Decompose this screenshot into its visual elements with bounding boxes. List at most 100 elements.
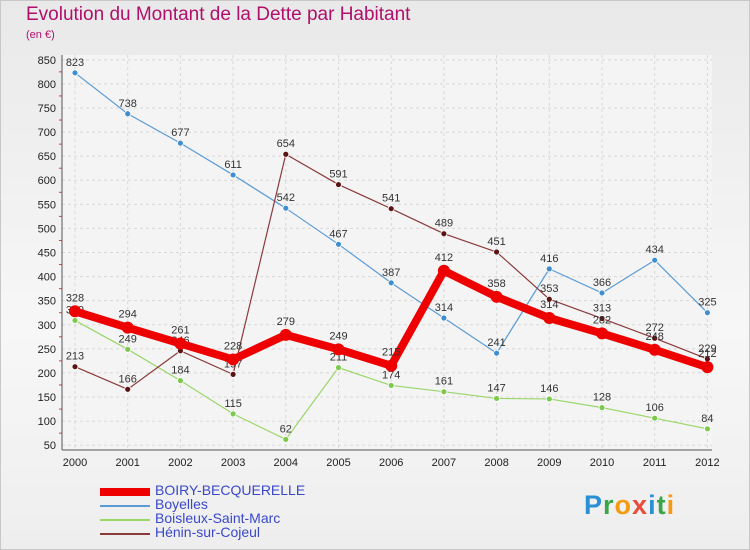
data-point-boyelles [493,349,501,357]
data-point-boyelles [335,240,342,248]
y-tick-label: 700 [38,127,56,139]
logo-letter: o [614,490,633,520]
data-point-boyelles [282,204,290,212]
data-point-boyelles [598,289,606,297]
y-tick-label: 650 [38,151,56,163]
data-label-h-nin-sur-cojeul: 591 [329,169,347,181]
data-point-boiry-becquerelle [701,361,714,374]
y-tick-label: 400 [38,272,56,284]
data-point-h-nin-sur-cojeul [124,385,132,393]
data-point-boiry-becquerelle [596,327,608,340]
data-label-boiry-becquerelle: 212 [698,348,716,360]
x-tick-label: 2002 [168,457,192,469]
x-tick-label: 2009 [537,457,561,469]
data-label-boyelles: 542 [277,192,295,204]
legend-label: Hénin-sur-Cojeul [155,524,261,540]
logo-letter: r [603,490,615,520]
data-point-h-nin-sur-cojeul [387,205,395,213]
data-point-boisleux-saint-marc [387,382,395,389]
data-point-boiry-becquerelle [543,312,556,325]
data-label-boisleux-saint-marc: 84 [701,413,713,425]
y-tick-label: 750 [38,103,56,115]
data-label-boisleux-saint-marc: 174 [382,369,400,381]
data-label-boiry-becquerelle: 261 [171,325,189,337]
data-point-h-nin-sur-cojeul [282,150,290,158]
y-tick-label: 100 [38,416,56,428]
data-point-boiry-becquerelle [648,343,661,356]
data-point-boisleux-saint-marc [704,425,711,433]
y-tick-label: 150 [38,392,56,404]
data-point-h-nin-sur-cojeul [335,181,342,188]
data-label-boiry-becquerelle: 294 [119,309,137,321]
y-tick-label: 250 [38,344,56,356]
logo-letter: x [632,490,649,520]
data-label-h-nin-sur-cojeul: 489 [435,218,453,230]
data-point-boiry-becquerelle [437,264,450,277]
x-tick-label: 2004 [274,457,298,469]
data-point-boyelles [651,256,659,264]
data-label-boisleux-saint-marc: 106 [646,402,664,414]
data-label-boiry-becquerelle: 412 [435,252,453,264]
data-point-boisleux-saint-marc [545,395,553,403]
data-label-h-nin-sur-cojeul: 272 [646,322,664,334]
legend-swatch [100,488,150,496]
chart-title: Evolution du Montant de la Dette par Hab… [26,4,411,25]
x-tick-label: 2008 [484,457,508,469]
x-tick-label: 2012 [695,457,719,469]
data-label-boisleux-saint-marc: 184 [171,365,189,377]
data-label-boisleux-saint-marc: 146 [540,383,558,395]
y-tick-label: 50 [44,440,56,452]
data-point-boyelles [387,279,395,287]
data-label-boyelles: 738 [119,98,137,110]
data-label-boiry-becquerelle: 282 [593,314,611,326]
data-point-boiry-becquerelle [332,343,345,356]
data-label-h-nin-sur-cojeul: 451 [487,236,505,248]
proxiti-logo: Proxiti [584,490,675,521]
data-label-boyelles: 823 [66,57,84,69]
data-point-boyelles [440,314,448,322]
data-label-h-nin-sur-cojeul: 166 [119,373,137,385]
data-label-boiry-becquerelle: 358 [487,278,505,290]
data-point-h-nin-sur-cojeul [545,295,553,303]
data-label-boyelles: 416 [540,253,558,265]
logo-letter: t [656,490,667,520]
data-point-h-nin-sur-cojeul [229,370,237,378]
y-tick-label: 800 [38,79,56,91]
data-label-boisleux-saint-marc: 115 [224,398,242,410]
data-point-boyelles [176,139,184,147]
data-point-boyelles [704,309,711,317]
data-point-boiry-becquerelle [121,321,134,334]
data-point-boisleux-saint-marc [335,364,342,372]
data-label-boiry-becquerelle: 279 [277,316,295,328]
data-label-boisleux-saint-marc: 147 [487,382,505,394]
data-point-boiry-becquerelle [385,359,398,372]
data-point-boisleux-saint-marc [176,377,184,385]
data-point-boyelles [545,265,553,273]
data-label-boyelles: 434 [646,244,664,256]
data-label-boyelles: 314 [435,302,453,314]
x-tick-label: 2011 [643,457,667,469]
data-point-boisleux-saint-marc [124,345,132,353]
y-tick-label: 600 [38,175,56,187]
data-label-boyelles: 241 [487,337,505,349]
logo-letter: i [666,490,676,520]
data-point-boyelles [229,171,237,179]
data-point-boisleux-saint-marc [282,436,290,443]
data-point-h-nin-sur-cojeul [598,315,606,322]
data-label-boiry-becquerelle: 215 [382,347,400,359]
data-label-h-nin-sur-cojeul: 353 [540,283,558,295]
data-label-boiry-becquerelle: 328 [66,292,84,304]
legend-label: Boyelles [155,496,208,512]
data-point-boiry-becquerelle [174,337,187,350]
data-label-boyelles: 677 [171,127,189,139]
legend-swatch [100,505,150,507]
data-label-boisleux-saint-marc: 249 [119,333,137,345]
x-tick-label: 2001 [115,457,139,469]
logo-letter: P [584,490,604,520]
data-label-boisleux-saint-marc: 128 [593,392,611,404]
data-label-boyelles: 467 [329,228,347,240]
y-tick-label: 450 [38,248,56,260]
data-label-boiry-becquerelle: 248 [646,331,664,343]
data-point-boisleux-saint-marc [71,317,79,324]
